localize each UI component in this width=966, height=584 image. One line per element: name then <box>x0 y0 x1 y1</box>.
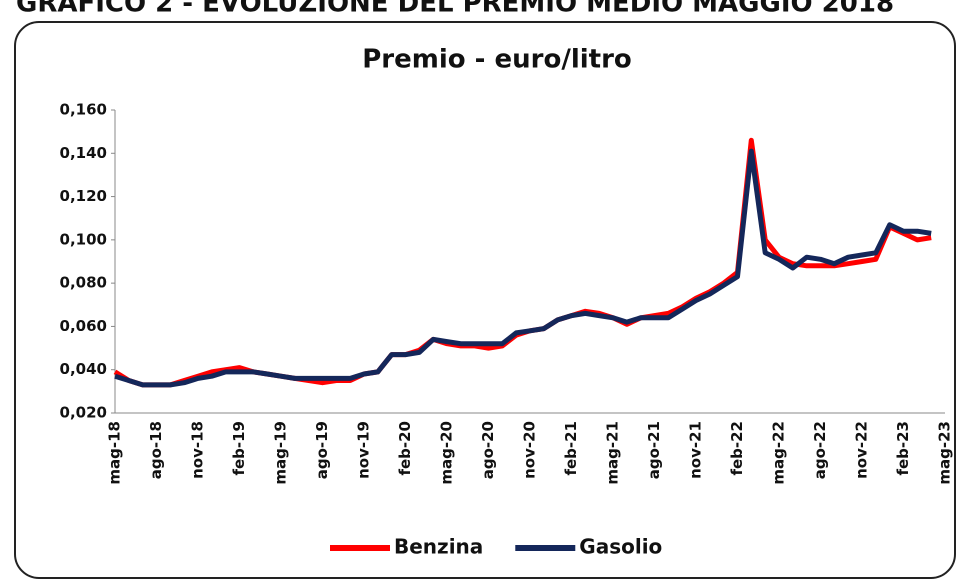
x-tick-label: mag-22 <box>770 421 788 485</box>
x-tick-label: nov-22 <box>853 421 871 479</box>
line-series <box>114 148 932 388</box>
x-tick-label: ago-21 <box>645 421 663 479</box>
x-tick-label: feb-23 <box>894 421 912 476</box>
x-tick-label: feb-21 <box>562 421 580 476</box>
chart-title: Premio - euro/litro <box>362 45 632 75</box>
page-heading: GRAFICO 2 - EVOLUZIONE DEL PREMIO MEDIO … <box>16 0 894 19</box>
y-tick-label: 0,140 <box>60 144 107 162</box>
y-tick-label: 0,060 <box>60 317 107 335</box>
x-tick-label: nov-20 <box>521 421 539 479</box>
y-tick-label: 0,020 <box>60 404 107 422</box>
x-tick-label: feb-22 <box>728 421 746 476</box>
y-tick-label: 0,040 <box>60 360 107 378</box>
line-series <box>113 137 932 388</box>
x-tick-label: mag-21 <box>604 421 622 485</box>
legend-label: Benzina <box>394 535 483 559</box>
x-tick-label: ago-22 <box>811 421 829 479</box>
x-tick-label: feb-20 <box>396 421 414 476</box>
x-tick-label: nov-19 <box>355 421 373 479</box>
y-tick-label: 0,080 <box>60 274 107 292</box>
x-tick-label: ago-20 <box>479 421 497 479</box>
x-tick-label: nov-18 <box>189 421 207 479</box>
x-tick-label: mag-18 <box>106 421 124 485</box>
x-tick-label: ago-19 <box>313 421 331 479</box>
chart-frame <box>14 21 956 579</box>
legend-label: Gasolio <box>579 535 662 559</box>
x-tick-label: mag-20 <box>438 421 456 485</box>
x-tick-label: ago-18 <box>147 421 165 479</box>
x-tick-label: mag-23 <box>936 421 954 485</box>
x-tick-label: nov-21 <box>687 421 705 479</box>
y-tick-label: 0,160 <box>60 101 107 119</box>
x-tick-label: mag-19 <box>272 421 290 485</box>
x-tick-label: feb-19 <box>230 421 248 476</box>
y-tick-label: 0,100 <box>60 230 107 248</box>
y-tick-label: 0,120 <box>60 187 107 205</box>
